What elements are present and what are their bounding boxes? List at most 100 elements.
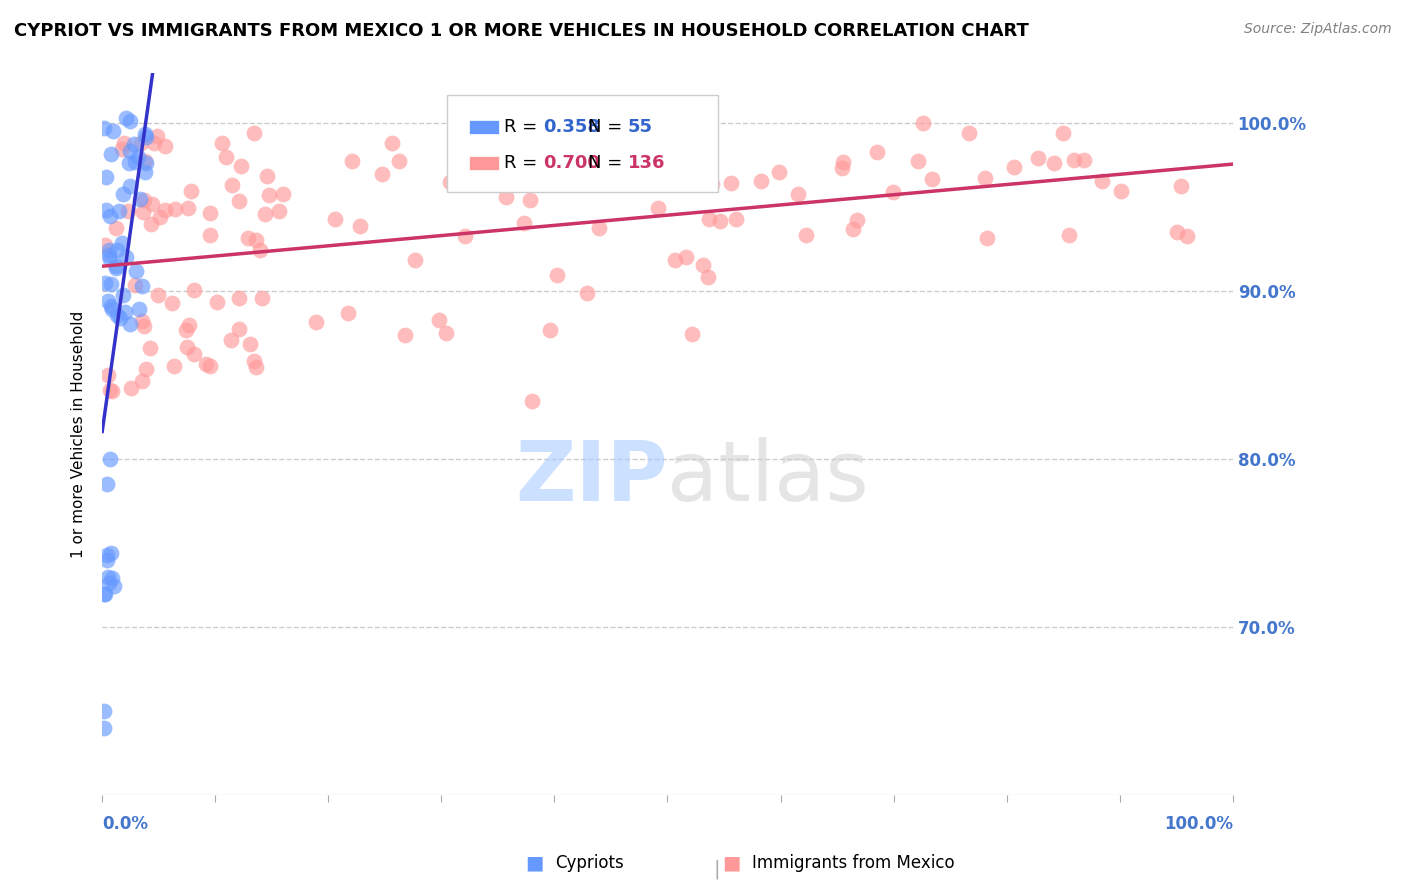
Point: [1052, 126, 1074, 140]
Point: [696, 269, 718, 284]
Point: [231, 159, 253, 173]
Point: [198, 227, 221, 242]
Point: [100, 146, 122, 161]
Point: [94, 203, 117, 218]
Text: N =: N =: [588, 118, 628, 136]
Point: [93, 704, 115, 718]
Text: 100.0%: 100.0%: [1164, 815, 1233, 833]
Point: [120, 380, 142, 394]
Point: [111, 142, 134, 156]
Point: [146, 288, 169, 302]
Point: [97, 293, 120, 308]
Point: [115, 250, 138, 264]
Point: [553, 176, 575, 190]
Point: [112, 288, 135, 302]
Point: [394, 327, 416, 342]
Point: [134, 127, 156, 141]
Point: [105, 259, 128, 273]
Point: [700, 177, 723, 191]
Text: Immigrants from Mexico: Immigrants from Mexico: [752, 855, 955, 872]
Point: [105, 260, 128, 275]
Point: [163, 359, 186, 374]
Point: [787, 186, 810, 201]
Text: 0.0%: 0.0%: [103, 815, 148, 833]
Point: [434, 326, 457, 341]
Point: [135, 130, 157, 145]
Point: [957, 126, 980, 140]
Point: [866, 145, 889, 160]
Text: 55: 55: [628, 118, 652, 136]
Point: [115, 111, 138, 125]
Point: [114, 304, 136, 318]
Point: [94, 587, 117, 601]
Text: atlas: atlas: [668, 437, 869, 518]
Point: [228, 291, 250, 305]
Point: [912, 115, 935, 129]
Point: [709, 214, 731, 228]
Point: [245, 233, 267, 247]
Point: [131, 374, 153, 388]
Point: [128, 302, 150, 317]
Point: [132, 194, 155, 208]
Point: [520, 393, 543, 408]
Point: [105, 309, 128, 323]
Point: [129, 136, 152, 151]
Point: [118, 156, 141, 170]
Point: [105, 243, 128, 257]
Point: [100, 299, 122, 313]
Point: [180, 184, 202, 198]
Point: [439, 176, 461, 190]
Point: [124, 155, 146, 169]
Point: [149, 210, 172, 224]
Point: [101, 571, 124, 585]
Point: [845, 213, 868, 227]
Point: [108, 310, 131, 325]
Point: [101, 124, 124, 138]
Point: [337, 306, 360, 320]
Text: ■: ■: [524, 854, 544, 872]
Text: CYPRIOT VS IMMIGRANTS FROM MEXICO 1 OR MORE VEHICLES IN HOUSEHOLD CORRELATION CH: CYPRIOT VS IMMIGRANTS FROM MEXICO 1 OR M…: [14, 22, 1029, 40]
Point: [120, 144, 142, 158]
Point: [1043, 156, 1066, 170]
Point: [143, 136, 166, 150]
Point: [165, 202, 187, 217]
Point: [134, 319, 156, 334]
Point: [921, 172, 943, 186]
Point: [249, 243, 271, 257]
Point: [93, 721, 115, 735]
Point: [176, 340, 198, 354]
Point: [98, 575, 121, 590]
Point: [108, 204, 131, 219]
Point: [620, 151, 643, 165]
Point: [97, 570, 120, 584]
Point: [242, 126, 264, 140]
FancyBboxPatch shape: [447, 95, 718, 192]
Point: [245, 360, 267, 375]
Point: [349, 219, 371, 233]
Point: [1063, 153, 1085, 167]
Text: ■: ■: [721, 854, 741, 872]
Point: [228, 322, 250, 336]
Point: [112, 136, 135, 150]
Point: [228, 194, 250, 208]
Point: [340, 154, 363, 169]
Point: [683, 160, 706, 174]
Point: [522, 138, 544, 153]
Point: [101, 384, 124, 398]
Point: [725, 212, 748, 227]
Point: [495, 190, 517, 204]
Point: [575, 285, 598, 300]
Point: [98, 383, 121, 397]
Point: [512, 216, 534, 230]
Point: [692, 258, 714, 272]
Point: [323, 212, 346, 227]
Point: [96, 169, 118, 184]
Point: [256, 169, 278, 183]
Point: [221, 178, 243, 193]
Point: [183, 283, 205, 297]
Point: [141, 217, 163, 231]
Point: [131, 313, 153, 327]
Point: [488, 151, 510, 165]
Text: N =: N =: [588, 154, 628, 172]
Point: [198, 206, 221, 220]
